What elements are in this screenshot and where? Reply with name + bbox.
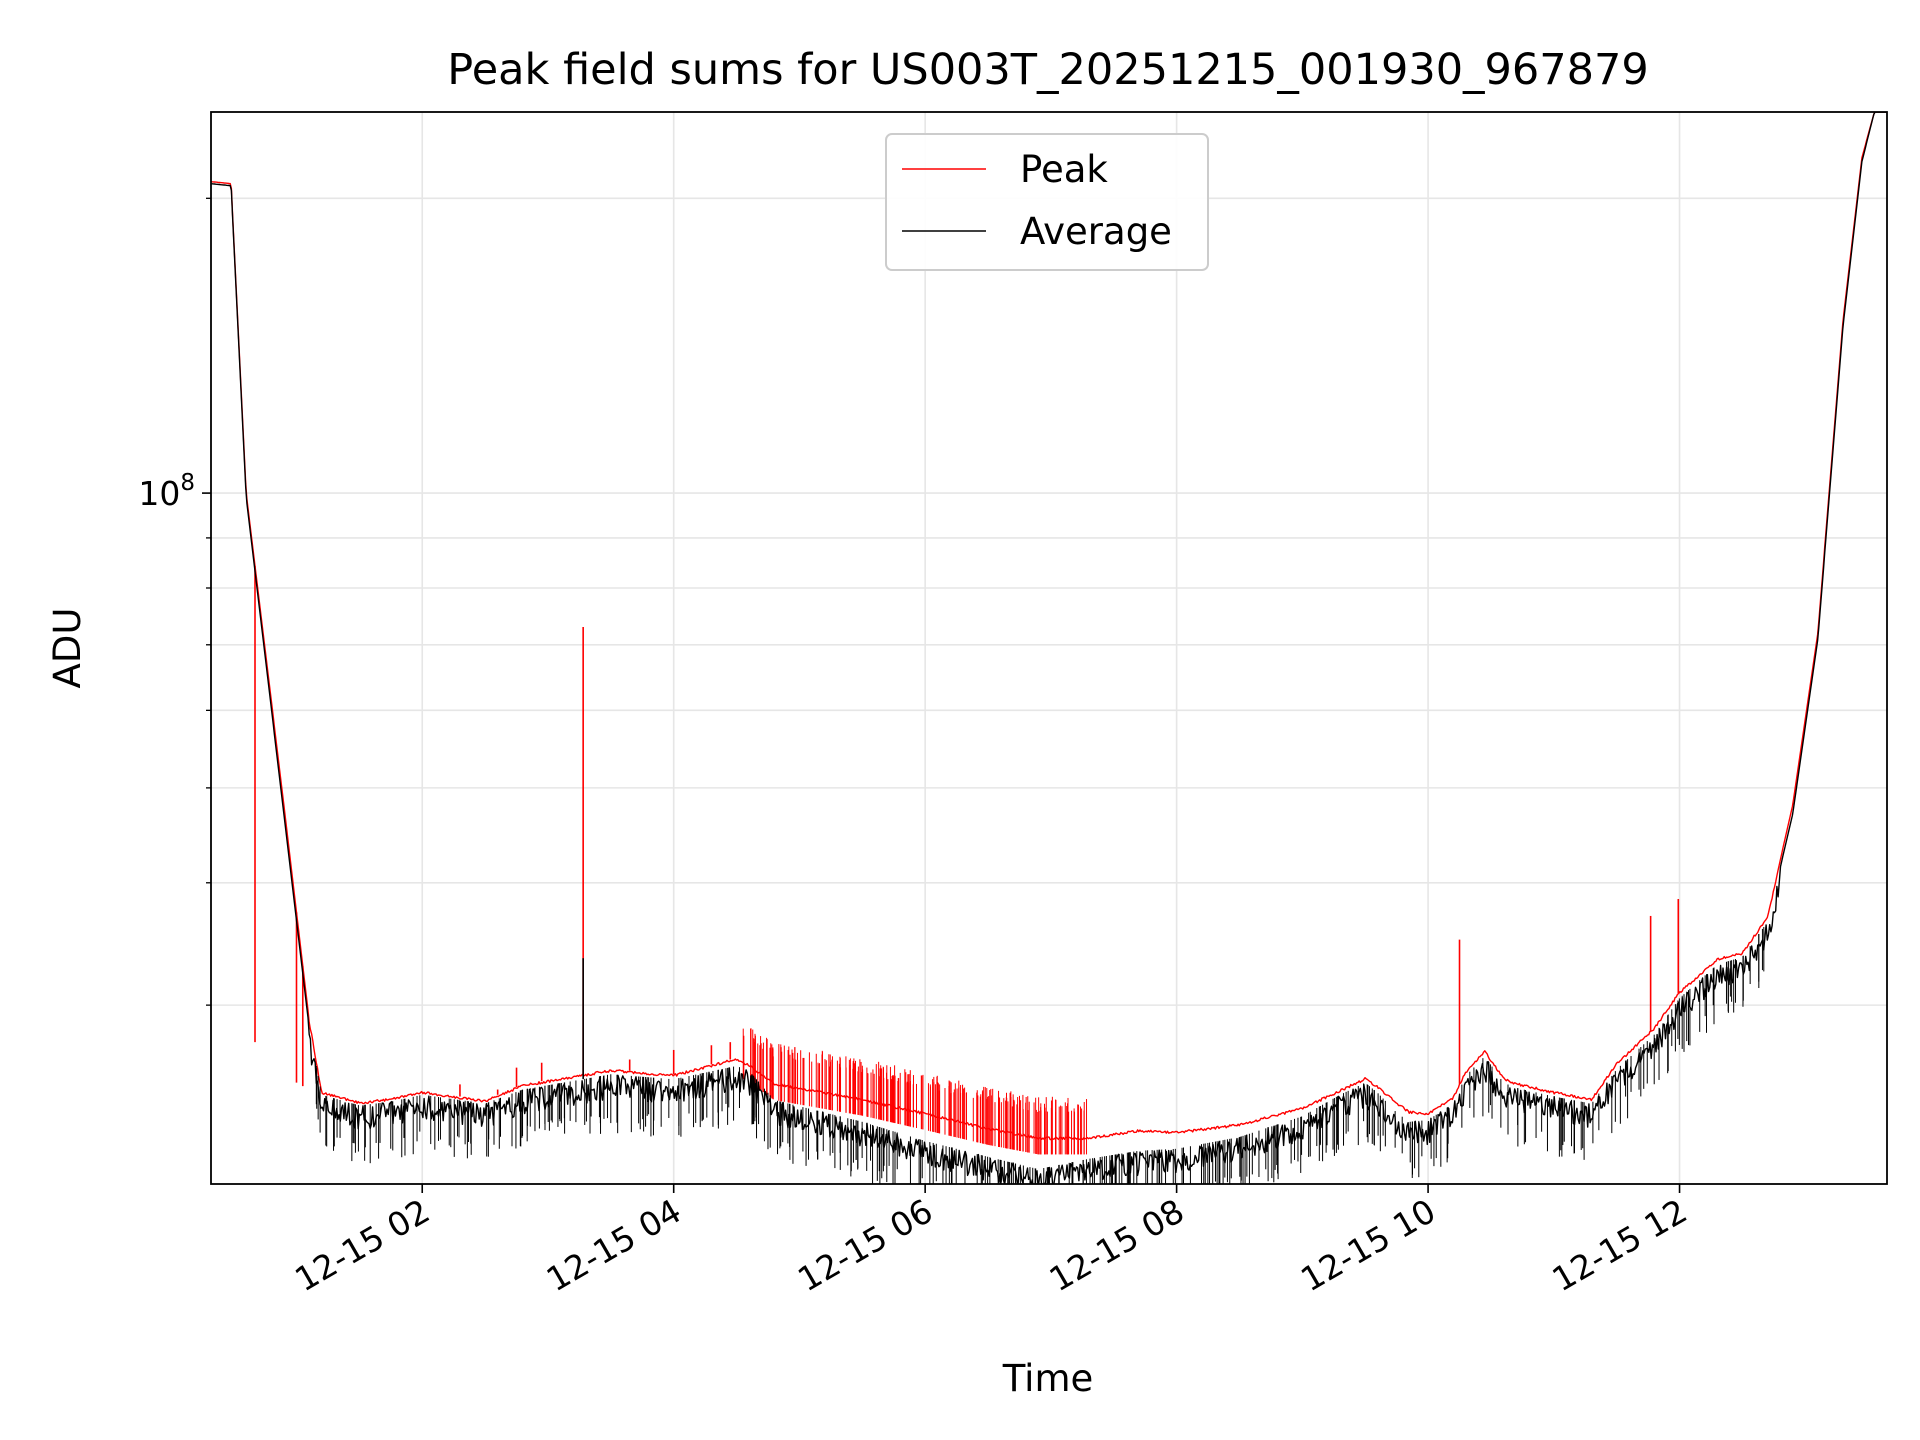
y-tick-label-base: 10 bbox=[138, 474, 180, 513]
legend-box bbox=[885, 133, 1209, 271]
y-tick-label: 108 bbox=[138, 470, 195, 513]
x-axis-label: Time bbox=[1002, 1357, 1094, 1400]
y-axis-label: ADU bbox=[46, 608, 89, 689]
series-average bbox=[211, 112, 1887, 1184]
legend-label-average: Average bbox=[1020, 210, 1172, 253]
legend: Peak Average bbox=[885, 133, 1209, 271]
series-layer bbox=[211, 112, 1887, 1184]
chart-title: Peak field sums for US003T_20251215_0019… bbox=[447, 45, 1648, 95]
y-tick-label-exponent: 8 bbox=[180, 470, 195, 496]
legend-label-peak: Peak bbox=[1020, 148, 1108, 191]
series-line-peak bbox=[211, 112, 1887, 1141]
series-peak bbox=[211, 112, 1887, 1155]
plot-frame bbox=[210, 111, 1888, 1185]
